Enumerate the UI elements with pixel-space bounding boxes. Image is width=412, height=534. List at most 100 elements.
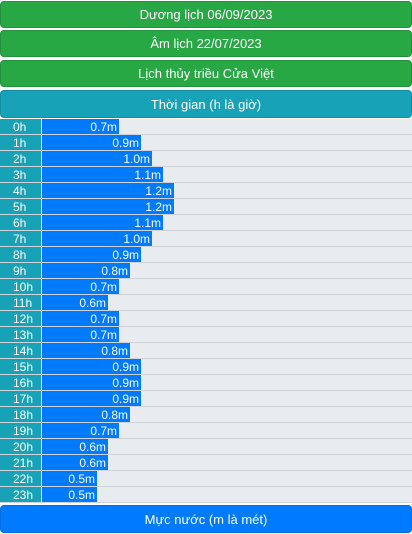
hour-label: 10h [13,280,33,294]
water-level-bar [42,343,130,358]
water-level-label: 0.5m [68,488,95,502]
hour-cell [0,455,41,470]
hour-cell [0,167,41,182]
hour-label: 17h [13,392,33,406]
water-level-label: 0.5m [68,472,95,486]
lunar-date-button[interactable]: Âm lịch 22/07/2023 [0,30,412,57]
water-level-label: 1.1m [134,168,161,182]
water-level-label: 0.7m [90,424,117,438]
hour-cell [0,439,41,454]
water-level-bar [42,471,97,486]
bar-row: 22h 0.5m [0,471,412,487]
hour-label: 4h [13,184,26,198]
hour-label: 8h [13,248,26,262]
hour-cell [0,407,41,422]
water-level-bar [42,423,119,438]
water-level-label: 0.9m [112,376,139,390]
hour-label: 6h [13,216,26,230]
hour-cell [0,311,41,326]
bar-row: 23h 0.5m [0,487,412,503]
water-level-bar [42,295,108,310]
bar-row: 9h 0.8m [0,263,412,279]
water-level-label: 1.1m [134,216,161,230]
water-level-footer-button[interactable]: Mực nước (m là mét) [0,505,412,533]
hour-cell [0,279,41,294]
water-level-bar [42,391,141,406]
hour-cell [0,119,41,134]
hour-label: 1h [13,136,26,150]
hour-cell [0,151,41,166]
water-level-bar [42,247,141,262]
time-header-button[interactable]: Thời gian (h là giờ) [0,90,412,118]
bar-row: 7h 1.0m [0,231,412,247]
row-background [0,471,412,487]
water-level-bar [42,279,119,294]
hour-cell [0,231,41,246]
hour-label: 12h [13,312,33,326]
water-level-label: 0.6m [79,296,106,310]
hour-label: 2h [13,152,26,166]
hour-cell [0,359,41,374]
hour-cell [0,247,41,262]
hour-cell [0,375,41,390]
tide-schedule-button[interactable]: Lịch thủy triều Cửa Việt [0,60,412,87]
hour-label: 14h [13,344,33,358]
water-level-bar [42,327,119,342]
hour-label: 19h [13,424,33,438]
hour-cell [0,423,41,438]
water-level-bar [42,439,108,454]
bar-row: 16h 0.9m [0,375,412,391]
water-level-label: 0.8m [101,264,128,278]
hour-label: 9h [13,264,26,278]
hour-label: 21h [13,456,33,470]
water-level-label: 0.7m [90,120,117,134]
water-level-bar [42,231,152,246]
water-level-label: 0.8m [101,344,128,358]
bar-row: 18h 0.8m [0,407,412,423]
hour-label: 5h [13,200,26,214]
hour-label: 15h [13,360,33,374]
hour-cell [0,487,41,502]
bar-row: 5h 1.2m [0,199,412,215]
bar-row: 0h 0.7m [0,119,412,135]
water-level-label: 0.9m [112,392,139,406]
water-level-bar [42,407,130,422]
hour-label: 3h [13,168,26,182]
hour-label: 23h [13,488,33,502]
bar-row: 10h 0.7m [0,279,412,295]
hour-label: 22h [13,472,33,486]
water-level-bar [42,183,174,198]
water-level-label: 1.2m [145,200,172,214]
water-level-bar [42,359,141,374]
bar-row: 13h 0.7m [0,327,412,343]
hour-label: 0h [13,120,26,134]
water-level-label: 0.9m [112,136,139,150]
hour-label: 20h [13,440,33,454]
hour-label: 18h [13,408,33,422]
hour-cell [0,343,41,358]
bar-row: 3h 1.1m [0,167,412,183]
water-level-bar [42,135,141,150]
tide-bar-chart: 0h 0.7m 1h 0.9m 2h 1.0m 3h 1.1m 4h 1.2m 5h 1.2m 6h 1.… [0,119,412,503]
water-level-label: 1.0m [123,152,150,166]
solar-date-button[interactable]: Dương lịch 06/09/2023 [0,1,412,28]
bar-row: 11h 0.6m [0,295,412,311]
bar-row: 19h 0.7m [0,423,412,439]
water-level-bar [42,215,163,230]
water-level-bar [42,151,152,166]
bar-row: 1h 0.9m [0,135,412,151]
row-background [0,487,412,503]
bar-row: 15h 0.9m [0,359,412,375]
bar-row: 21h 0.6m [0,455,412,471]
hour-cell [0,183,41,198]
hour-cell [0,199,41,214]
water-level-bar [42,167,163,182]
bar-row: 20h 0.6m [0,439,412,455]
water-level-label: 0.9m [112,360,139,374]
water-level-bar [42,263,130,278]
water-level-label: 0.7m [90,328,117,342]
water-level-bar [42,119,119,134]
water-level-bar [42,455,108,470]
hour-cell [0,263,41,278]
water-level-label: 0.9m [112,248,139,262]
